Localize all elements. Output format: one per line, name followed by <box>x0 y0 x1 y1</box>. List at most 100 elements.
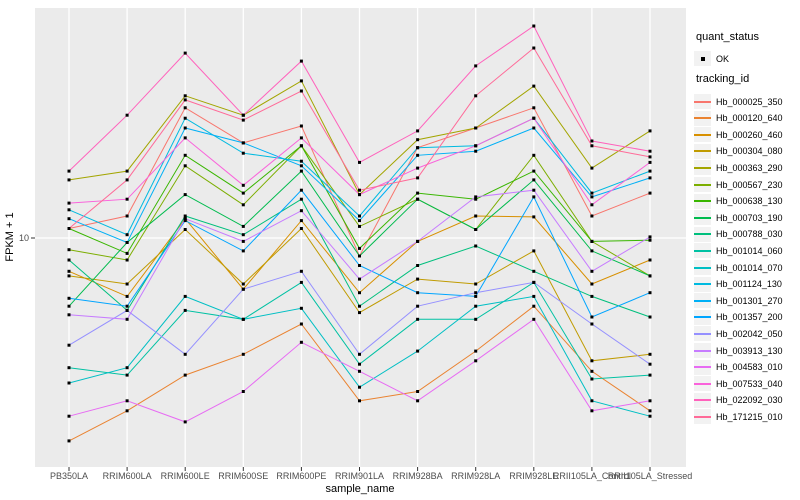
x-axis-title: sample_name <box>325 483 394 495</box>
legend-key-box <box>694 309 711 325</box>
data-point <box>299 227 303 230</box>
data-point <box>474 64 478 68</box>
data-point <box>299 124 303 128</box>
legend-entry-Hb_000304_080: Hb_000304_080 <box>694 143 783 160</box>
data-point <box>590 294 594 298</box>
data-point <box>474 195 478 199</box>
data-point <box>183 136 187 140</box>
legend-label: Hb_001301_270 <box>716 295 783 306</box>
legend-entry-Hb_001014_060: Hb_001014_060 <box>694 242 783 259</box>
legend-label: Hb_002042_050 <box>716 328 783 339</box>
legend-label-ok: OK <box>716 53 730 64</box>
data-point <box>67 439 71 443</box>
legend-line-swatch <box>694 133 711 136</box>
data-point <box>358 224 361 228</box>
data-point <box>416 277 420 281</box>
legend-label: Hb_003913_130 <box>716 345 783 356</box>
data-point <box>241 224 245 228</box>
data-point <box>125 113 129 117</box>
data-point <box>532 294 536 298</box>
legend-line-swatch <box>694 100 711 103</box>
data-point <box>125 366 129 370</box>
data-point <box>241 151 245 155</box>
data-point <box>532 126 536 130</box>
data-point <box>358 214 361 218</box>
data-point <box>299 59 303 63</box>
data-point <box>474 359 478 363</box>
data-point <box>416 146 420 150</box>
data-point <box>648 291 652 295</box>
data-point <box>241 249 245 253</box>
data-point <box>358 246 361 250</box>
data-point <box>299 219 303 223</box>
legend-key-box <box>694 376 711 392</box>
legend-label: Hb_001124_130 <box>716 279 782 290</box>
legend-label: Hb_022092_030 <box>716 395 783 406</box>
data-point <box>241 183 245 187</box>
data-point <box>125 304 129 308</box>
data-point <box>67 366 71 370</box>
legend-key-box <box>694 110 711 126</box>
data-point <box>67 201 71 205</box>
data-point <box>299 269 303 273</box>
data-point <box>183 116 187 120</box>
data-point <box>358 160 361 164</box>
x-tick-label: RRIM928LE <box>509 471 558 481</box>
data-point <box>416 264 420 267</box>
data-point <box>416 291 420 295</box>
data-point <box>358 311 361 315</box>
legend-label: Hb_000788_030 <box>716 229 783 240</box>
data-point <box>590 322 594 326</box>
y-tick-labels: 10 <box>19 233 29 243</box>
data-point <box>648 129 652 133</box>
data-point <box>416 399 420 403</box>
data-point <box>590 214 594 218</box>
x-tick-label: RRIM600LE <box>161 471 210 481</box>
legend-label: Hb_001014_060 <box>716 245 783 256</box>
data-point <box>67 414 71 418</box>
data-point <box>125 251 129 255</box>
data-point <box>125 197 129 201</box>
legend-entry-Hb_001124_130: Hb_001124_130 <box>694 276 782 293</box>
data-point <box>299 209 303 213</box>
data-point <box>532 317 536 321</box>
data-point <box>416 197 420 201</box>
data-point <box>241 141 245 145</box>
data-point <box>416 317 420 321</box>
data-point <box>358 188 361 192</box>
data-point <box>648 169 652 173</box>
legend-key-box <box>694 326 711 342</box>
data-point <box>648 362 652 366</box>
legend-entry-Hb_002042_050: Hb_002042_050 <box>694 325 783 342</box>
legend-line-swatch <box>694 200 711 203</box>
data-point <box>183 193 187 197</box>
data-point <box>183 420 187 424</box>
data-point <box>67 381 71 385</box>
data-point <box>532 188 536 192</box>
legend-entry-Hb_000638_130: Hb_000638_130 <box>694 193 783 210</box>
legend-entry-Hb_000260_460: Hb_000260_460 <box>694 126 783 143</box>
legend-line-swatch <box>694 249 711 252</box>
x-tick-label: PB350LA <box>50 471 88 481</box>
legend-key-box <box>694 260 711 275</box>
legend-line-swatch <box>694 233 711 236</box>
legend-entry-Hb_007533_040: Hb_007533_040 <box>694 375 783 392</box>
data-point <box>183 352 187 356</box>
data-point <box>125 241 129 244</box>
legend-entry-Hb_004583_010: Hb_004583_010 <box>694 359 783 376</box>
data-point <box>590 399 594 403</box>
legend-line-swatch <box>694 150 711 153</box>
data-point <box>474 291 478 295</box>
data-point <box>474 144 478 148</box>
data-point <box>183 228 187 231</box>
data-point <box>241 113 245 117</box>
data-point <box>648 373 652 377</box>
data-point <box>648 238 652 242</box>
data-point <box>241 203 245 207</box>
legend-key-box <box>694 160 711 176</box>
data-point <box>67 274 71 278</box>
legend-line-swatch <box>694 166 711 169</box>
data-point <box>183 214 187 218</box>
data-point <box>125 178 129 182</box>
